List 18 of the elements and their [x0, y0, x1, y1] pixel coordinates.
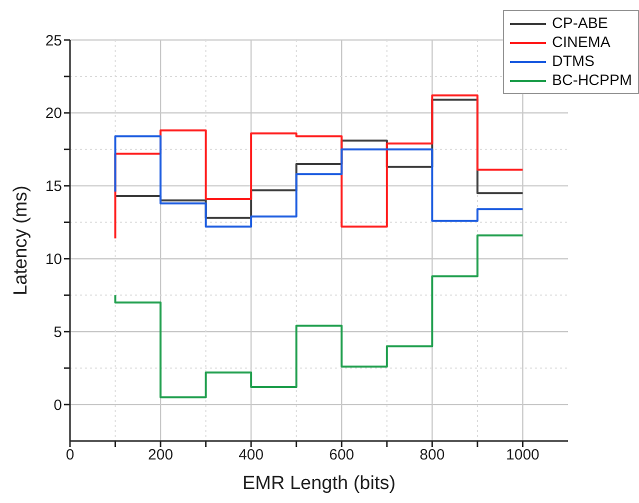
x-tick-label: 0 — [66, 446, 74, 464]
y-tick-label: 25 — [45, 32, 62, 50]
y-tick-label: 20 — [45, 105, 62, 122]
y-tick-label: 15 — [45, 178, 62, 196]
y-tick-label: 10 — [45, 251, 62, 268]
legend-label: CINEMA — [552, 33, 610, 52]
x-tick-label: 200 — [148, 446, 174, 464]
x-tick-label: 1000 — [506, 446, 540, 464]
x-tick-label: 400 — [238, 446, 264, 464]
x-tick-label: 800 — [420, 446, 445, 464]
y-tick-label: 5 — [54, 324, 62, 341]
legend-label: BC-HCPPM — [552, 71, 632, 90]
legend-label: DTMS — [552, 52, 594, 71]
x-tick-label: 600 — [329, 446, 354, 464]
y-tick-label: 0 — [54, 396, 62, 414]
legend-label: CP-ABE — [552, 14, 608, 33]
x-axis-title: EMR Length (bits) — [242, 473, 396, 494]
y-axis-title: Latency (ms) — [10, 186, 32, 296]
